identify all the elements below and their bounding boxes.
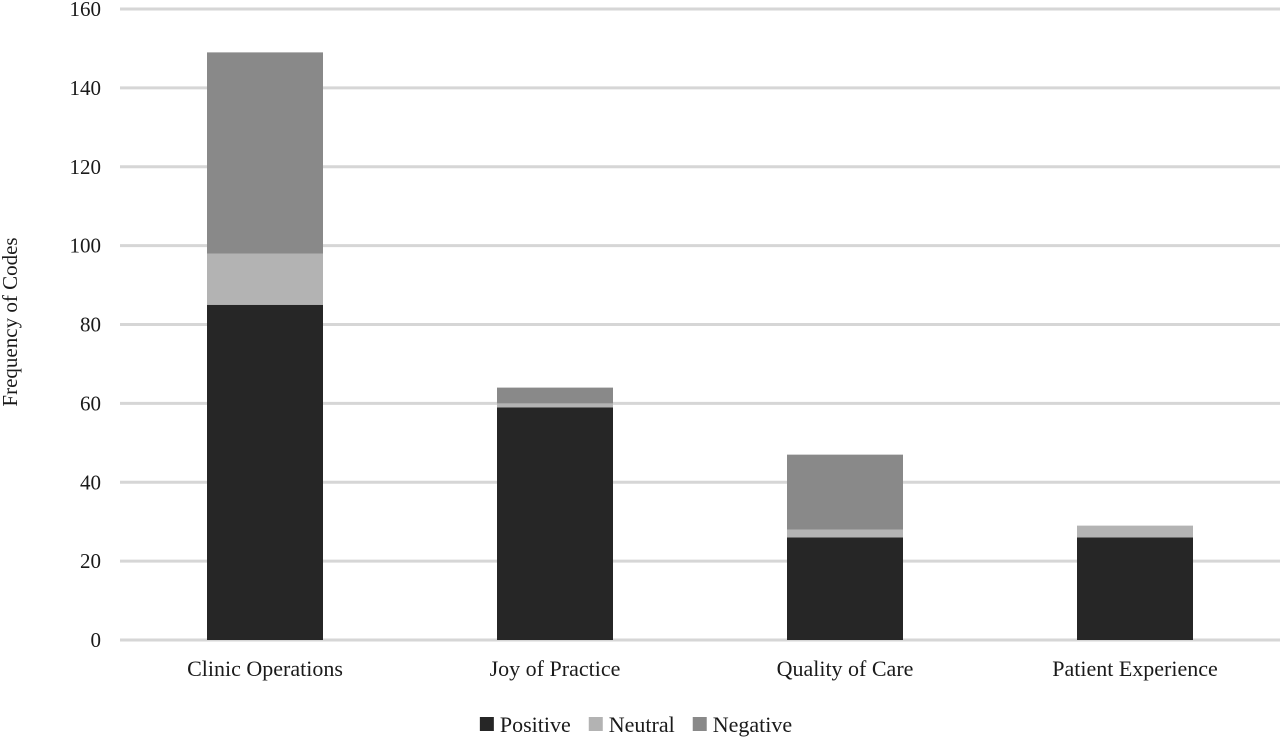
x-category-label: Quality of Care [777,656,914,681]
bar-segment-negative [497,387,613,404]
x-category-label: Joy of Practice [490,656,621,681]
legend-item-negative: Negative [692,712,792,737]
bar-segment-neutral [497,403,613,408]
bar-segment-negative [207,52,323,254]
bar-segment-neutral [207,253,323,305]
bar-segment-positive [207,304,323,640]
y-tick-label: 40 [80,470,101,494]
legend-item-neutral: Neutral [588,712,675,737]
legend-label: Positive [500,712,571,737]
bar-segment-positive [1077,537,1193,640]
bar-segment-negative [787,454,903,530]
legend-label: Negative [713,712,792,737]
y-tick-label: 160 [70,0,102,21]
x-axis-category-labels: Clinic Operations Joy of Practice Quality … [187,656,1218,681]
legend-item-positive: Positive [479,712,571,737]
y-axis-tick-labels: 0 20 40 60 80 100 120 140 160 [70,0,102,652]
bar-segment-positive [497,407,613,640]
bar-segment-neutral [1077,525,1193,538]
y-tick-label: 100 [70,234,102,258]
legend-label: Neutral [609,712,675,737]
bars [207,52,1193,640]
y-tick-label: 80 [80,313,101,337]
y-tick-label: 140 [70,76,102,100]
y-tick-label: 20 [80,549,101,573]
bar-segment-positive [787,537,903,640]
legend: Positive Neutral Negative [479,712,792,737]
bar-segment-neutral [787,529,903,538]
y-tick-label: 120 [70,155,102,179]
y-tick-label: 0 [91,628,102,652]
y-tick-label: 60 [80,391,101,415]
y-axis-title: Frequency of Codes [0,237,22,406]
x-category-label: Patient Experience [1052,656,1218,681]
legend-swatch [692,717,707,731]
legend-swatch [479,717,494,731]
legend-swatch [588,717,603,731]
x-category-label: Clinic Operations [187,656,343,681]
